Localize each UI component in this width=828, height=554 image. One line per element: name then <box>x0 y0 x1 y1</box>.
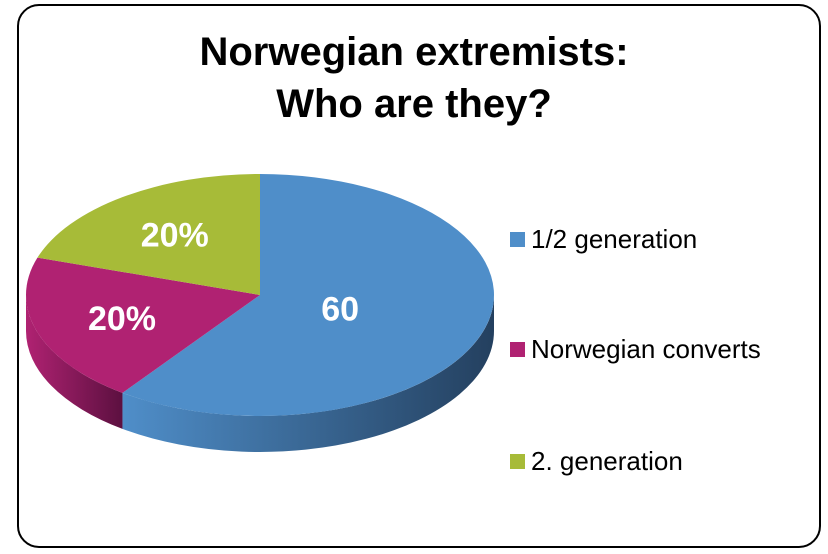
pie-side-norwegian-converts <box>26 295 123 429</box>
legend-swatch-norwegian-converts <box>510 342 525 357</box>
legend-swatch-2-generation <box>510 454 525 469</box>
pie-slice-norwegian-converts <box>25 257 260 393</box>
chart-title: Norwegian extremists: Who are they? <box>0 26 828 130</box>
chart-title-line-1: Norwegian extremists: <box>199 30 629 74</box>
legend-swatch-1-2-generation <box>510 232 525 247</box>
pie-slice-1-2-generation <box>122 174 495 416</box>
legend-item-1-2-generation: 1/2 generation <box>510 224 697 255</box>
legend: 1/2 generation Norwegian converts 2. gen… <box>510 0 828 554</box>
pie-slice-2-generation <box>37 174 260 295</box>
legend-item-norwegian-converts: Norwegian converts <box>510 334 761 365</box>
data-label-1-2-generation: 60 <box>321 290 359 328</box>
legend-item-2-generation: 2. generation <box>510 446 683 477</box>
data-label-2-generation: 20% <box>141 216 209 254</box>
legend-label-2-generation: 2. generation <box>531 446 683 476</box>
data-label-norwegian-converts: 20% <box>88 300 156 338</box>
legend-label-norwegian-converts: Norwegian converts <box>531 334 761 364</box>
legend-label-1-2-generation: 1/2 generation <box>531 224 698 254</box>
chart-title-line-2: Who are they? <box>276 82 552 126</box>
pie-side-1-2-generation <box>122 295 494 452</box>
